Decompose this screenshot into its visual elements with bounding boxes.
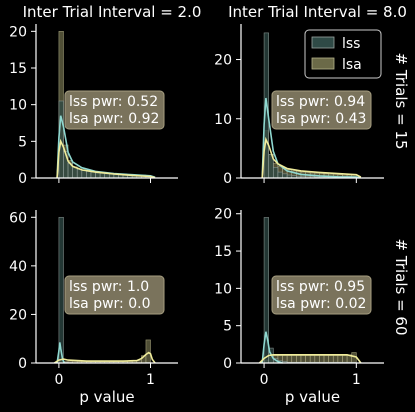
y-tick-label: 60	[9, 210, 27, 226]
annotation-box	[271, 90, 372, 130]
kde-line-lsa	[53, 351, 156, 364]
bar-lss	[58, 216, 64, 364]
bar-lss	[282, 173, 288, 179]
bar-lsa	[300, 355, 306, 364]
bar-lsa	[305, 355, 311, 364]
kde-line-lsa	[56, 138, 156, 179]
bar-lss	[90, 171, 96, 179]
row-label: # Trials = 15	[392, 53, 410, 150]
annotation-box	[64, 90, 165, 130]
y-tick-label: 20	[9, 24, 27, 40]
bar-lss	[99, 172, 106, 179]
bar-lsa	[309, 355, 316, 364]
kde-line-lsa	[261, 136, 362, 179]
annotation-line: lsa pwr: 0.0	[69, 296, 151, 312]
legend-swatch-lsa	[311, 57, 335, 70]
annotation-line: lsa pwr: 0.43	[276, 111, 366, 127]
y-tick-label: 15	[214, 244, 232, 260]
y-tick-label: 10	[9, 98, 27, 114]
y-tick-label: 0	[223, 171, 232, 187]
bar-lsa	[314, 355, 320, 364]
panel-4: 0 5 10 15 20 0 1 p value # Trials = 60 lss pwr: 0…	[214, 207, 410, 406]
y-tick-label: 20	[214, 207, 232, 223]
bar-lsa	[342, 355, 348, 364]
y-tick-label: 15	[9, 61, 27, 77]
panel-2: 0 10 20 Inter Trial Interval = 8.0 # Trials …	[214, 3, 410, 187]
bar-lss	[81, 170, 87, 179]
y-tick-label: 10	[214, 112, 232, 128]
legend-label: lss	[342, 36, 360, 52]
y-tick-label: 20	[214, 53, 232, 69]
kde-line-lss	[261, 97, 362, 179]
panel-title: Inter Trial Interval = 2.0	[23, 3, 202, 21]
panel-title: Inter Trial Interval = 8.0	[228, 3, 407, 21]
kde-line-lss	[261, 331, 283, 364]
x-tick-label: 0	[260, 372, 269, 388]
bar-lsa	[328, 355, 334, 364]
bar-lss	[277, 171, 283, 179]
x-tick-label: 0	[54, 372, 63, 388]
bar-lsa	[332, 355, 339, 364]
legend-swatch-lss	[311, 36, 335, 49]
x-axis-label: p value	[285, 388, 340, 406]
y-tick-label: 5	[223, 319, 232, 335]
bar-lss	[104, 173, 110, 179]
y-tick-label: 20	[9, 307, 27, 323]
panel-1: 0 5 10 15 20 Inter Trial Interval = 2.0 lss pw…	[9, 3, 201, 187]
kde-line-lsa	[258, 354, 362, 364]
bar-lss	[76, 168, 83, 179]
y-tick-label: 0	[223, 356, 232, 372]
annotation-line: lss pwr: 1.0	[69, 279, 149, 295]
bar-lsa	[337, 355, 343, 364]
row-label: # Trials = 60	[392, 239, 410, 336]
y-tick-label: 0	[18, 356, 27, 372]
bar-lsa	[296, 355, 302, 364]
legend: lss lsa	[304, 29, 382, 79]
bar-lsa	[145, 339, 151, 364]
annotation-line: lss pwr: 0.95	[276, 279, 365, 295]
annotation-line: lsa pwr: 0.92	[69, 111, 159, 127]
bar-lss	[272, 167, 279, 179]
y-tick-label: 40	[9, 259, 27, 275]
y-tick-label: 0	[18, 171, 27, 187]
x-tick-label: 1	[146, 372, 155, 388]
bar-lss	[95, 172, 101, 179]
bar-lsa	[323, 355, 329, 364]
annotation-line: lss pwr: 0.94	[276, 94, 365, 110]
x-tick-label: 1	[352, 372, 361, 388]
annotation-line: lss pwr: 0.52	[69, 94, 158, 110]
bar-lsa	[319, 355, 325, 364]
legend-label: lsa	[342, 57, 362, 73]
annotation-line: lsa pwr: 0.02	[276, 296, 366, 312]
bar-lss	[86, 171, 92, 179]
y-tick-label: 10	[214, 281, 232, 297]
bar-lsa	[291, 355, 297, 364]
bar-lsa	[351, 352, 357, 364]
bar-lsa	[286, 355, 293, 364]
annotation-box	[271, 275, 372, 315]
x-axis-label: p value	[79, 388, 134, 406]
y-tick-label: 5	[18, 134, 27, 150]
annotation-box	[64, 275, 165, 315]
